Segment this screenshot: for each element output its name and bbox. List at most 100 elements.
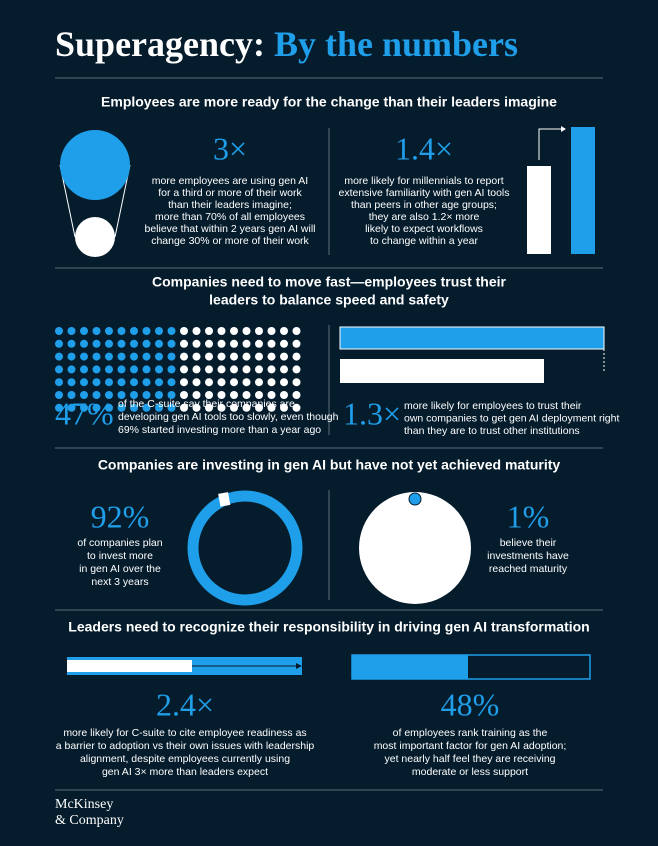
- dot: [105, 339, 113, 348]
- dot: [267, 327, 276, 335]
- dot-grid: [55, 327, 301, 412]
- dot: [292, 391, 301, 399]
- section-heading: leaders to balance speed and safety: [209, 292, 449, 308]
- dot: [80, 365, 88, 374]
- dot: [242, 391, 251, 399]
- dot: [105, 391, 113, 399]
- dot: [55, 378, 63, 387]
- tall-bar: [571, 127, 595, 254]
- dot: [192, 327, 201, 335]
- dot: [217, 403, 226, 412]
- stat-text: a barrier to adoption vs their own issue…: [56, 740, 315, 752]
- dot: [167, 378, 176, 387]
- stat-text: likely to expect workflows: [365, 223, 483, 235]
- dot: [192, 365, 201, 374]
- dot: [80, 378, 88, 387]
- dot: [55, 327, 63, 335]
- dot: [267, 339, 276, 348]
- circles-graphic: [59, 130, 131, 257]
- dot: [280, 352, 288, 361]
- stat-text: investments have: [487, 550, 569, 562]
- dot: [67, 403, 76, 412]
- dot: [217, 365, 226, 374]
- dot: [280, 378, 288, 387]
- dot: [117, 378, 126, 387]
- dot: [167, 352, 176, 361]
- dot: [280, 327, 288, 335]
- dot: [267, 365, 276, 374]
- dot: [92, 352, 101, 361]
- dot: [280, 403, 288, 412]
- title: Superagency: By the numbers: [55, 24, 518, 64]
- dot: [255, 403, 263, 412]
- dot: [80, 403, 88, 412]
- dot: [167, 403, 176, 412]
- dot: [242, 378, 251, 387]
- dot: [267, 403, 276, 412]
- dot: [280, 391, 288, 399]
- dot: [67, 391, 76, 399]
- stat-text: to change within a year: [370, 235, 478, 247]
- stat-text: to invest more: [87, 550, 153, 562]
- dot: [205, 339, 213, 348]
- stat-text: more likely for millennials to report: [344, 175, 503, 187]
- white-bar: [67, 660, 192, 672]
- dot: [192, 352, 201, 361]
- dot: [92, 339, 101, 348]
- dot: [142, 365, 151, 374]
- dot: [217, 378, 226, 387]
- dot: [242, 365, 251, 374]
- dot: [130, 352, 138, 361]
- short-bar: [527, 166, 551, 254]
- section-heading: Companies are investing in gen AI but ha…: [98, 457, 561, 473]
- dot: [155, 378, 163, 387]
- dot: [242, 352, 251, 361]
- dot: [292, 365, 301, 374]
- stat-figure: 2.4×: [156, 686, 214, 722]
- dot: [255, 365, 263, 374]
- dot: [230, 352, 238, 361]
- section-heading: Employees are more ready for the change …: [101, 94, 557, 110]
- dot: [255, 391, 263, 399]
- dot: [67, 352, 76, 361]
- stat-figure: 47%: [55, 395, 114, 431]
- arrow-head: [561, 126, 566, 132]
- dot: [155, 339, 163, 348]
- dot: [142, 339, 151, 348]
- dot: [205, 365, 213, 374]
- stat-text: they are also 1.2× more: [369, 211, 480, 223]
- arrow-head: [296, 663, 302, 669]
- dot: [255, 339, 263, 348]
- dot: [155, 352, 163, 361]
- stat-text: gen AI 3× more than leaders expect: [102, 766, 268, 778]
- section-heading: Companies need to move fast—employees tr…: [152, 274, 507, 290]
- readiness-bar: [67, 657, 302, 675]
- dot: [167, 365, 176, 374]
- dot: [105, 352, 113, 361]
- stat-text: own companies to get gen AI deployment r…: [404, 412, 619, 424]
- stat-figure: 1.3×: [343, 395, 401, 431]
- large-circle: [60, 130, 130, 200]
- dot: [267, 391, 276, 399]
- dot: [55, 339, 63, 348]
- dot: [117, 339, 126, 348]
- dot: [105, 365, 113, 374]
- dot: [155, 403, 163, 412]
- dot: [117, 352, 126, 361]
- stat-text: extensive familiarity with gen AI tools: [339, 187, 510, 199]
- dot: [217, 339, 226, 348]
- title-accent: By the numbers: [274, 24, 518, 64]
- stat-text: moderate or less support: [412, 766, 528, 778]
- dot: [192, 339, 201, 348]
- dot: [255, 327, 263, 335]
- stat-text: than their leaders imagine;: [168, 199, 292, 211]
- stat-text: more employees are using gen AI: [152, 175, 308, 187]
- bars-graphic: [527, 126, 595, 254]
- dot: [67, 378, 76, 387]
- dot: [242, 327, 251, 335]
- stat-text: believe their: [500, 537, 557, 549]
- dot: [117, 365, 126, 374]
- dot: [230, 403, 238, 412]
- dot: [167, 327, 176, 335]
- dot: [105, 378, 113, 387]
